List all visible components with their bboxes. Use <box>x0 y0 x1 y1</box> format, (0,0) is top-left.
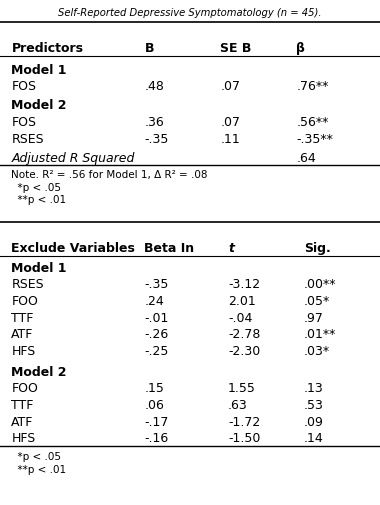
Text: -.35: -.35 <box>144 278 169 291</box>
Text: 1.55: 1.55 <box>228 382 256 394</box>
Text: -.26: -.26 <box>144 328 169 341</box>
Text: RSES: RSES <box>11 133 44 145</box>
Text: HFS: HFS <box>11 432 36 444</box>
Text: -3.12: -3.12 <box>228 278 260 291</box>
Text: .14: .14 <box>304 432 324 444</box>
Text: -.16: -.16 <box>144 432 169 444</box>
Text: Note. R² = .56 for Model 1, Δ R² = .08: Note. R² = .56 for Model 1, Δ R² = .08 <box>11 170 208 180</box>
Text: .97: .97 <box>304 311 324 324</box>
Text: .24: .24 <box>144 294 164 308</box>
Text: -2.78: -2.78 <box>228 328 260 341</box>
Text: Model 1: Model 1 <box>11 64 67 77</box>
Text: .48: .48 <box>144 80 164 93</box>
Text: Model 1: Model 1 <box>11 261 67 274</box>
Text: FOS: FOS <box>11 116 36 129</box>
Text: .63: .63 <box>228 398 248 411</box>
Text: ATF: ATF <box>11 328 34 341</box>
Text: Exclude Variables: Exclude Variables <box>11 242 135 255</box>
Text: Model 2: Model 2 <box>11 365 67 378</box>
Text: Sig.: Sig. <box>304 242 331 255</box>
Text: ATF: ATF <box>11 415 34 428</box>
Text: Predictors: Predictors <box>11 42 83 55</box>
Text: *p < .05: *p < .05 <box>11 451 62 461</box>
Text: **p < .01: **p < .01 <box>11 465 66 474</box>
Text: -.04: -.04 <box>228 311 252 324</box>
Text: .01**: .01** <box>304 328 336 341</box>
Text: .36: .36 <box>144 116 164 129</box>
Text: Adjusted R Squared: Adjusted R Squared <box>11 152 135 165</box>
Text: Model 2: Model 2 <box>11 99 67 112</box>
Text: β: β <box>296 42 305 55</box>
Text: B: B <box>144 42 154 55</box>
Text: Beta In: Beta In <box>144 242 195 255</box>
Text: -.01: -.01 <box>144 311 169 324</box>
Text: -.17: -.17 <box>144 415 169 428</box>
Text: -.35: -.35 <box>144 133 169 145</box>
Text: **p < .01: **p < .01 <box>11 195 66 205</box>
Text: t: t <box>228 242 234 255</box>
Text: .13: .13 <box>304 382 324 394</box>
Text: -2.30: -2.30 <box>228 344 260 358</box>
Text: Self-Reported Depressive Symptomatology (n = 45).: Self-Reported Depressive Symptomatology … <box>58 8 322 18</box>
Text: 2.01: 2.01 <box>228 294 256 308</box>
Text: .11: .11 <box>220 133 240 145</box>
Text: .06: .06 <box>144 398 164 411</box>
Text: .07: .07 <box>220 116 241 129</box>
Text: .09: .09 <box>304 415 324 428</box>
Text: .00**: .00** <box>304 278 337 291</box>
Text: SE B: SE B <box>220 42 252 55</box>
Text: .76**: .76** <box>296 80 329 93</box>
Text: HFS: HFS <box>11 344 36 358</box>
Text: RSES: RSES <box>11 278 44 291</box>
Text: TTF: TTF <box>11 398 34 411</box>
Text: FOO: FOO <box>11 382 38 394</box>
Text: .53: .53 <box>304 398 324 411</box>
Text: .03*: .03* <box>304 344 330 358</box>
Text: -1.72: -1.72 <box>228 415 260 428</box>
Text: -1.50: -1.50 <box>228 432 260 444</box>
Text: .56**: .56** <box>296 116 329 129</box>
Text: .07: .07 <box>220 80 241 93</box>
Text: .05*: .05* <box>304 294 330 308</box>
Text: -.25: -.25 <box>144 344 169 358</box>
Text: .64: .64 <box>296 152 316 165</box>
Text: FOO: FOO <box>11 294 38 308</box>
Text: -.35**: -.35** <box>296 133 333 145</box>
Text: FOS: FOS <box>11 80 36 93</box>
Text: TTF: TTF <box>11 311 34 324</box>
Text: *p < .05: *p < .05 <box>11 182 62 192</box>
Text: .15: .15 <box>144 382 164 394</box>
